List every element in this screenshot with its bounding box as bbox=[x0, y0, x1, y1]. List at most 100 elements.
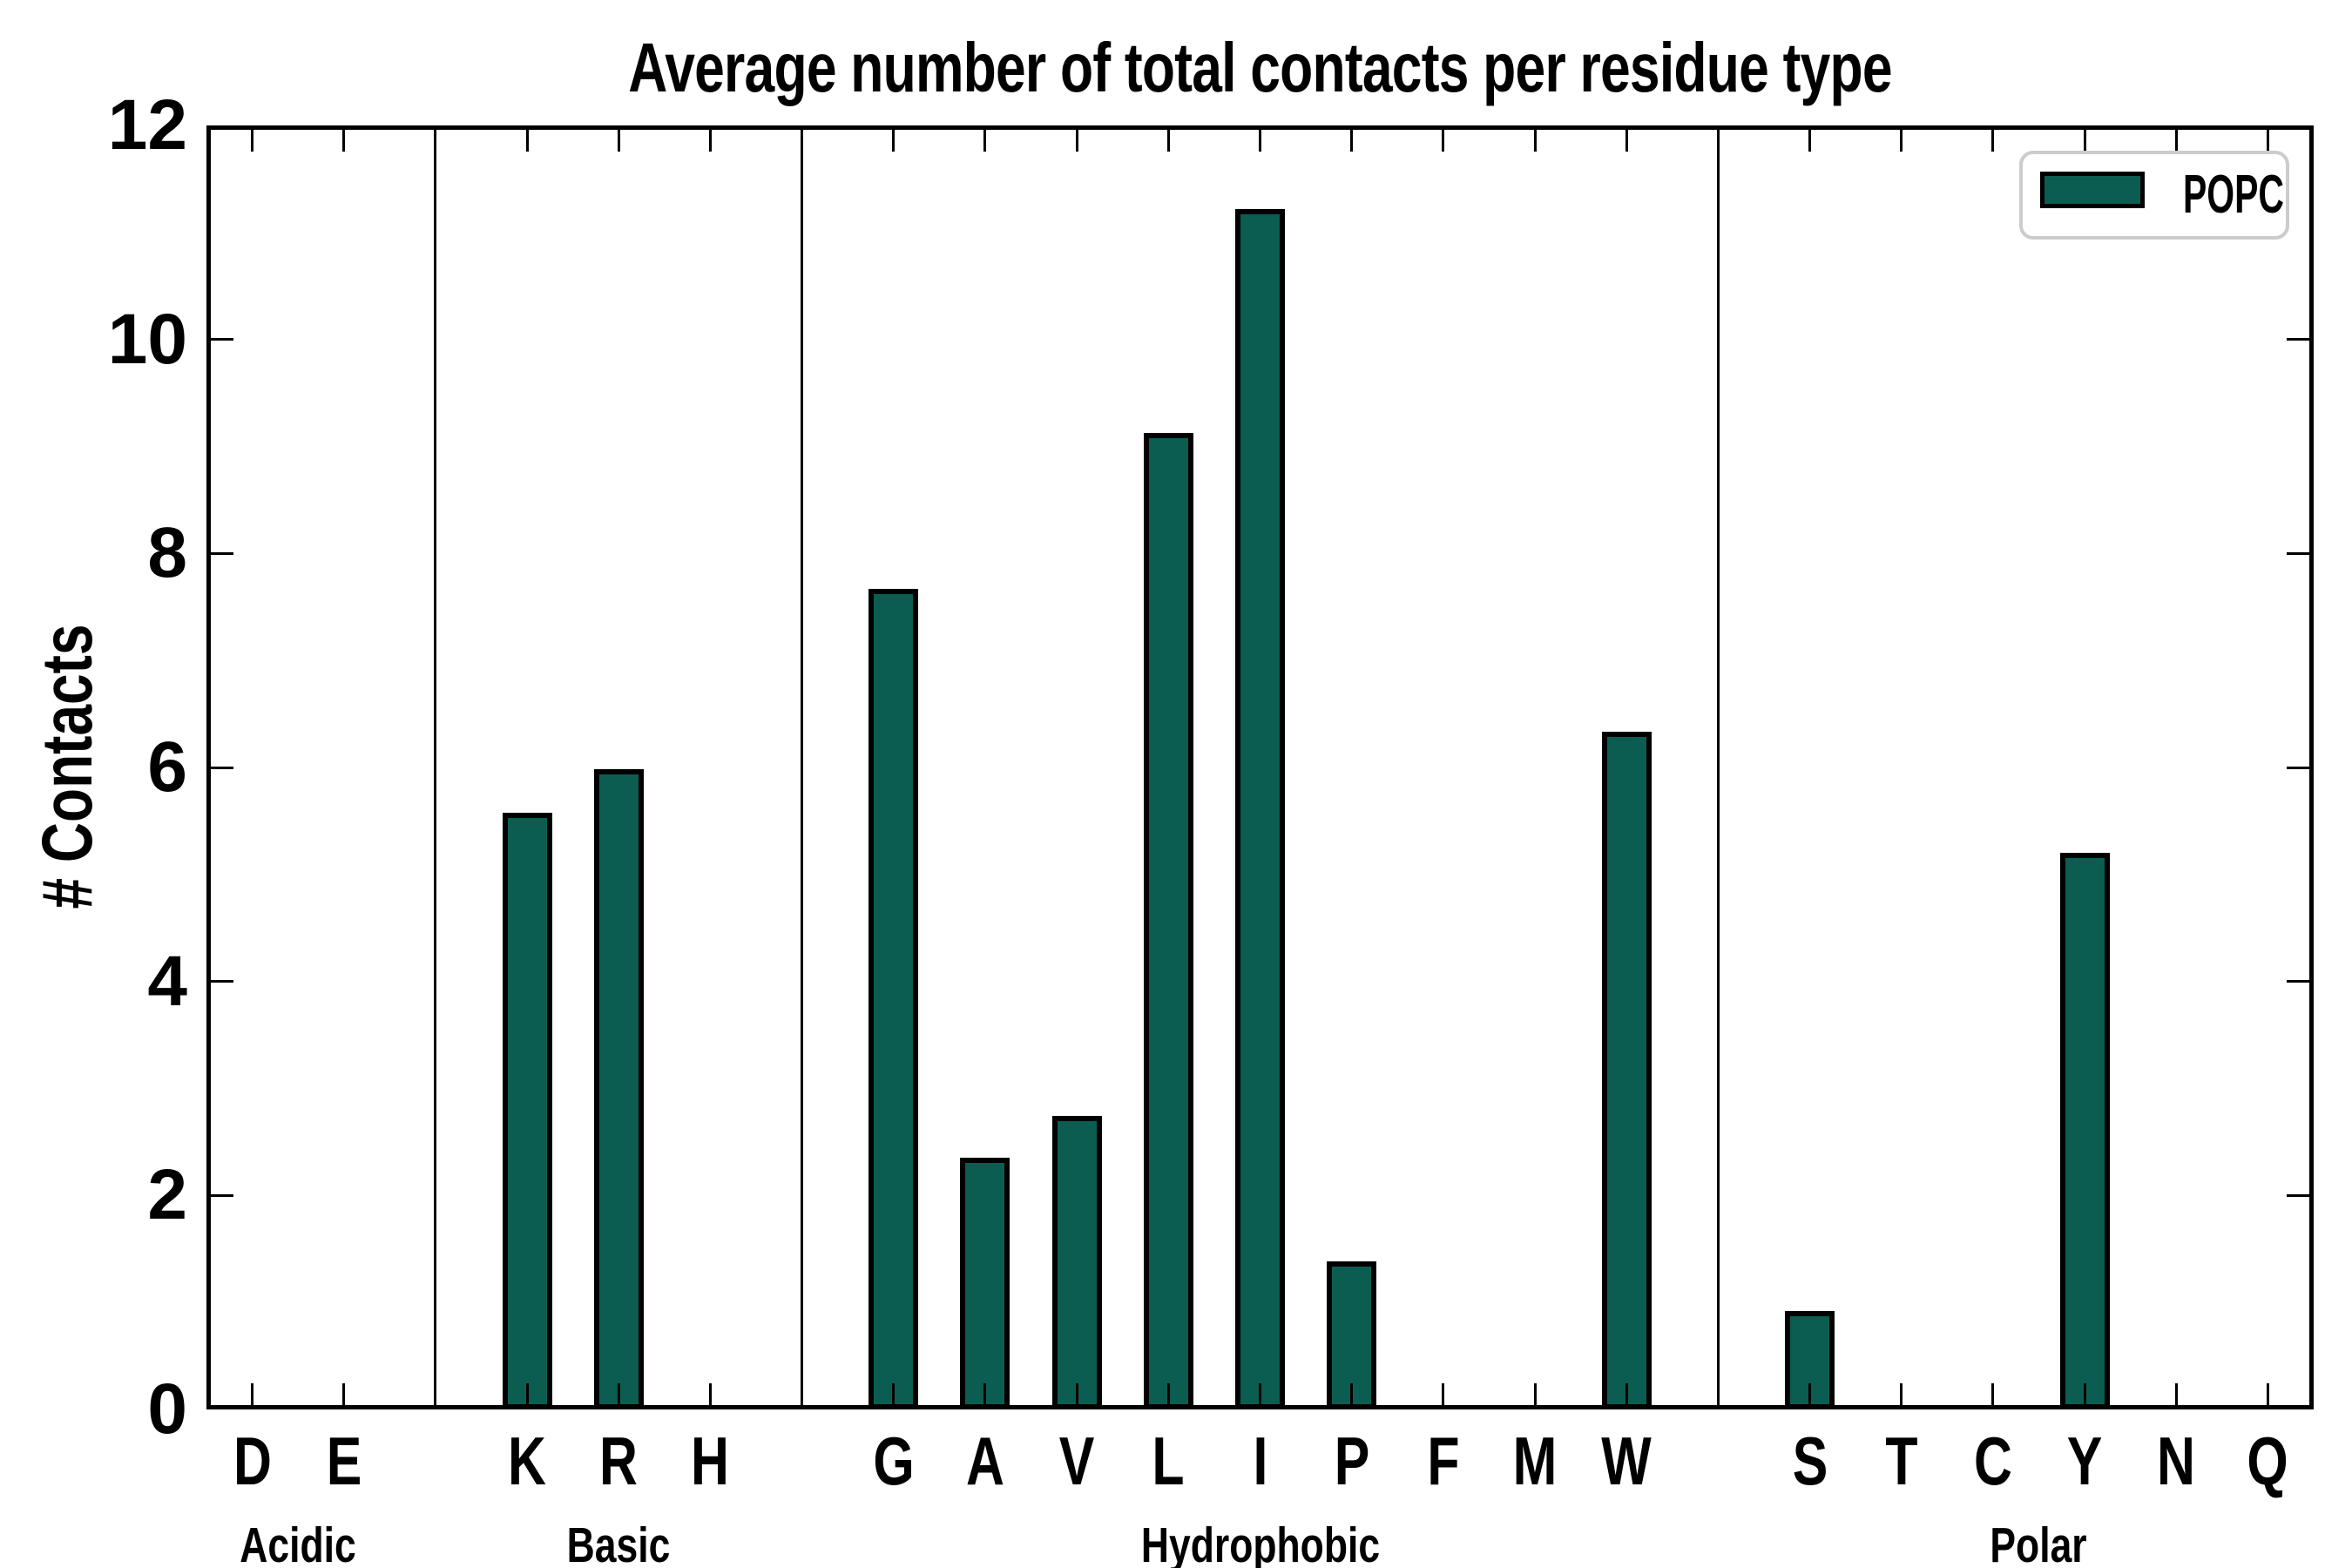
x-tick-top bbox=[1166, 125, 1170, 152]
x-tick-bottom bbox=[1900, 1383, 1903, 1409]
x-tick-bottom bbox=[1442, 1383, 1445, 1409]
x-tick-bottom bbox=[801, 1383, 804, 1409]
x-tick-top bbox=[1625, 125, 1628, 152]
x-tick-top bbox=[525, 125, 529, 152]
x-tick-top bbox=[801, 125, 804, 152]
group-label-acidic: Acidic bbox=[240, 1517, 356, 1568]
bar-V bbox=[1051, 1116, 1102, 1409]
x-tick-bottom bbox=[342, 1383, 346, 1409]
group-label-basic: Basic bbox=[566, 1517, 671, 1568]
x-tick-bottom bbox=[617, 1383, 620, 1409]
x-tick-bottom bbox=[1259, 1383, 1261, 1409]
y-tick-label-4: 4 bbox=[147, 941, 187, 1021]
y-tick-left bbox=[206, 551, 233, 555]
bar-Y bbox=[2059, 853, 2110, 1409]
plot-area: D E K R H G A V L I P F M W S T C Y N Q Acidic Basic Hydrophob… bbox=[108, 89, 2314, 1568]
bar-G bbox=[868, 589, 919, 1409]
group-label-polar: Polar bbox=[1990, 1517, 2088, 1568]
spine-left bbox=[206, 125, 211, 1409]
x-tick-label-A: A bbox=[965, 1423, 1004, 1499]
bar-L bbox=[1143, 433, 1193, 1409]
x-tick-label-I: I bbox=[1253, 1423, 1267, 1499]
x-tick-bottom bbox=[1075, 1383, 1078, 1409]
bar-K bbox=[502, 813, 552, 1409]
y-tick-left bbox=[206, 338, 233, 341]
spine-right bbox=[2309, 125, 2314, 1409]
x-tick-top bbox=[1991, 125, 1995, 152]
x-tick-label-K: K bbox=[508, 1423, 547, 1499]
x-tick-top bbox=[1533, 125, 1537, 152]
x-tick-top bbox=[617, 125, 620, 152]
x-tick-label-G: G bbox=[873, 1423, 915, 1499]
x-tick-top bbox=[892, 125, 896, 152]
x-tick-top bbox=[2083, 125, 2086, 152]
spine-top bbox=[206, 125, 2314, 130]
y-tick-label-10: 10 bbox=[107, 299, 187, 379]
bar-W bbox=[1601, 732, 1652, 1409]
x-tick-top bbox=[2174, 125, 2178, 152]
x-tick-label-F: F bbox=[1427, 1423, 1460, 1499]
x-tick-bottom bbox=[892, 1383, 896, 1409]
y-tick-label-6: 6 bbox=[147, 727, 187, 807]
x-tick-label-R: R bbox=[599, 1423, 639, 1499]
legend-swatch bbox=[2040, 172, 2145, 208]
x-tick-bottom bbox=[983, 1383, 987, 1409]
y-tick-left bbox=[206, 766, 233, 769]
spine-bottom bbox=[206, 1405, 2314, 1409]
x-tick-label-T: T bbox=[1885, 1423, 1918, 1499]
x-tick-top bbox=[983, 125, 987, 152]
x-tick-bottom bbox=[708, 1383, 712, 1409]
x-tick-top bbox=[434, 125, 437, 152]
x-tick-top bbox=[1808, 125, 1812, 152]
x-tick-label-H: H bbox=[691, 1423, 730, 1499]
x-tick-bottom bbox=[1533, 1383, 1537, 1409]
group-label-hydrophobic: Hydrophobic bbox=[1140, 1517, 1380, 1568]
x-tick-bottom bbox=[1716, 1383, 1720, 1409]
x-tick-bottom bbox=[251, 1383, 254, 1409]
y-tick-label-8: 8 bbox=[147, 513, 187, 593]
y-tick-right bbox=[2287, 338, 2314, 341]
group-separator-line bbox=[434, 125, 437, 1409]
y-tick-right bbox=[2287, 766, 2314, 769]
bar-I bbox=[1235, 209, 1285, 1409]
x-tick-label-E: E bbox=[326, 1423, 362, 1499]
x-tick-top bbox=[2266, 125, 2269, 152]
x-tick-top bbox=[342, 125, 346, 152]
x-tick-bottom bbox=[2174, 1383, 2178, 1409]
x-tick-top bbox=[1716, 125, 1720, 152]
x-tick-label-S: S bbox=[1792, 1423, 1828, 1499]
x-tick-top bbox=[1259, 125, 1261, 152]
group-separator-line bbox=[1716, 125, 1720, 1409]
x-tick-bottom bbox=[1166, 1383, 1170, 1409]
x-tick-label-P: P bbox=[1334, 1423, 1369, 1499]
x-tick-bottom bbox=[1350, 1383, 1354, 1409]
x-tick-label-D: D bbox=[233, 1423, 272, 1499]
y-tick-right bbox=[2287, 980, 2314, 983]
group-separator-line bbox=[801, 125, 804, 1409]
x-tick-top bbox=[1350, 125, 1354, 152]
y-tick-label-12: 12 bbox=[107, 85, 187, 165]
bar-R bbox=[593, 769, 644, 1409]
x-tick-label-Q: Q bbox=[2247, 1423, 2289, 1499]
y-tick-right bbox=[2287, 551, 2314, 555]
x-tick-label-N: N bbox=[2157, 1423, 2196, 1499]
x-tick-label-V: V bbox=[1058, 1423, 1095, 1499]
x-tick-top bbox=[1075, 125, 1078, 152]
y-tick-left bbox=[206, 1193, 233, 1197]
chart-title: Average number of total contacts per res… bbox=[628, 29, 1892, 106]
x-tick-label-M: M bbox=[1512, 1423, 1558, 1499]
x-tick-label-C: C bbox=[1973, 1423, 2012, 1499]
y-tick-left bbox=[206, 980, 233, 983]
legend: POPC bbox=[2019, 151, 2289, 240]
x-tick-bottom bbox=[2266, 1383, 2269, 1409]
x-tick-top bbox=[708, 125, 712, 152]
x-tick-bottom bbox=[2083, 1383, 2086, 1409]
x-tick-label-L: L bbox=[1152, 1423, 1185, 1499]
x-tick-label-Y: Y bbox=[2066, 1423, 2103, 1499]
y-tick-label-2: 2 bbox=[147, 1155, 187, 1235]
x-tick-bottom bbox=[1991, 1383, 1995, 1409]
x-tick-top bbox=[251, 125, 254, 152]
x-tick-label-W: W bbox=[1601, 1423, 1652, 1499]
y-tick-label-0: 0 bbox=[147, 1369, 187, 1449]
